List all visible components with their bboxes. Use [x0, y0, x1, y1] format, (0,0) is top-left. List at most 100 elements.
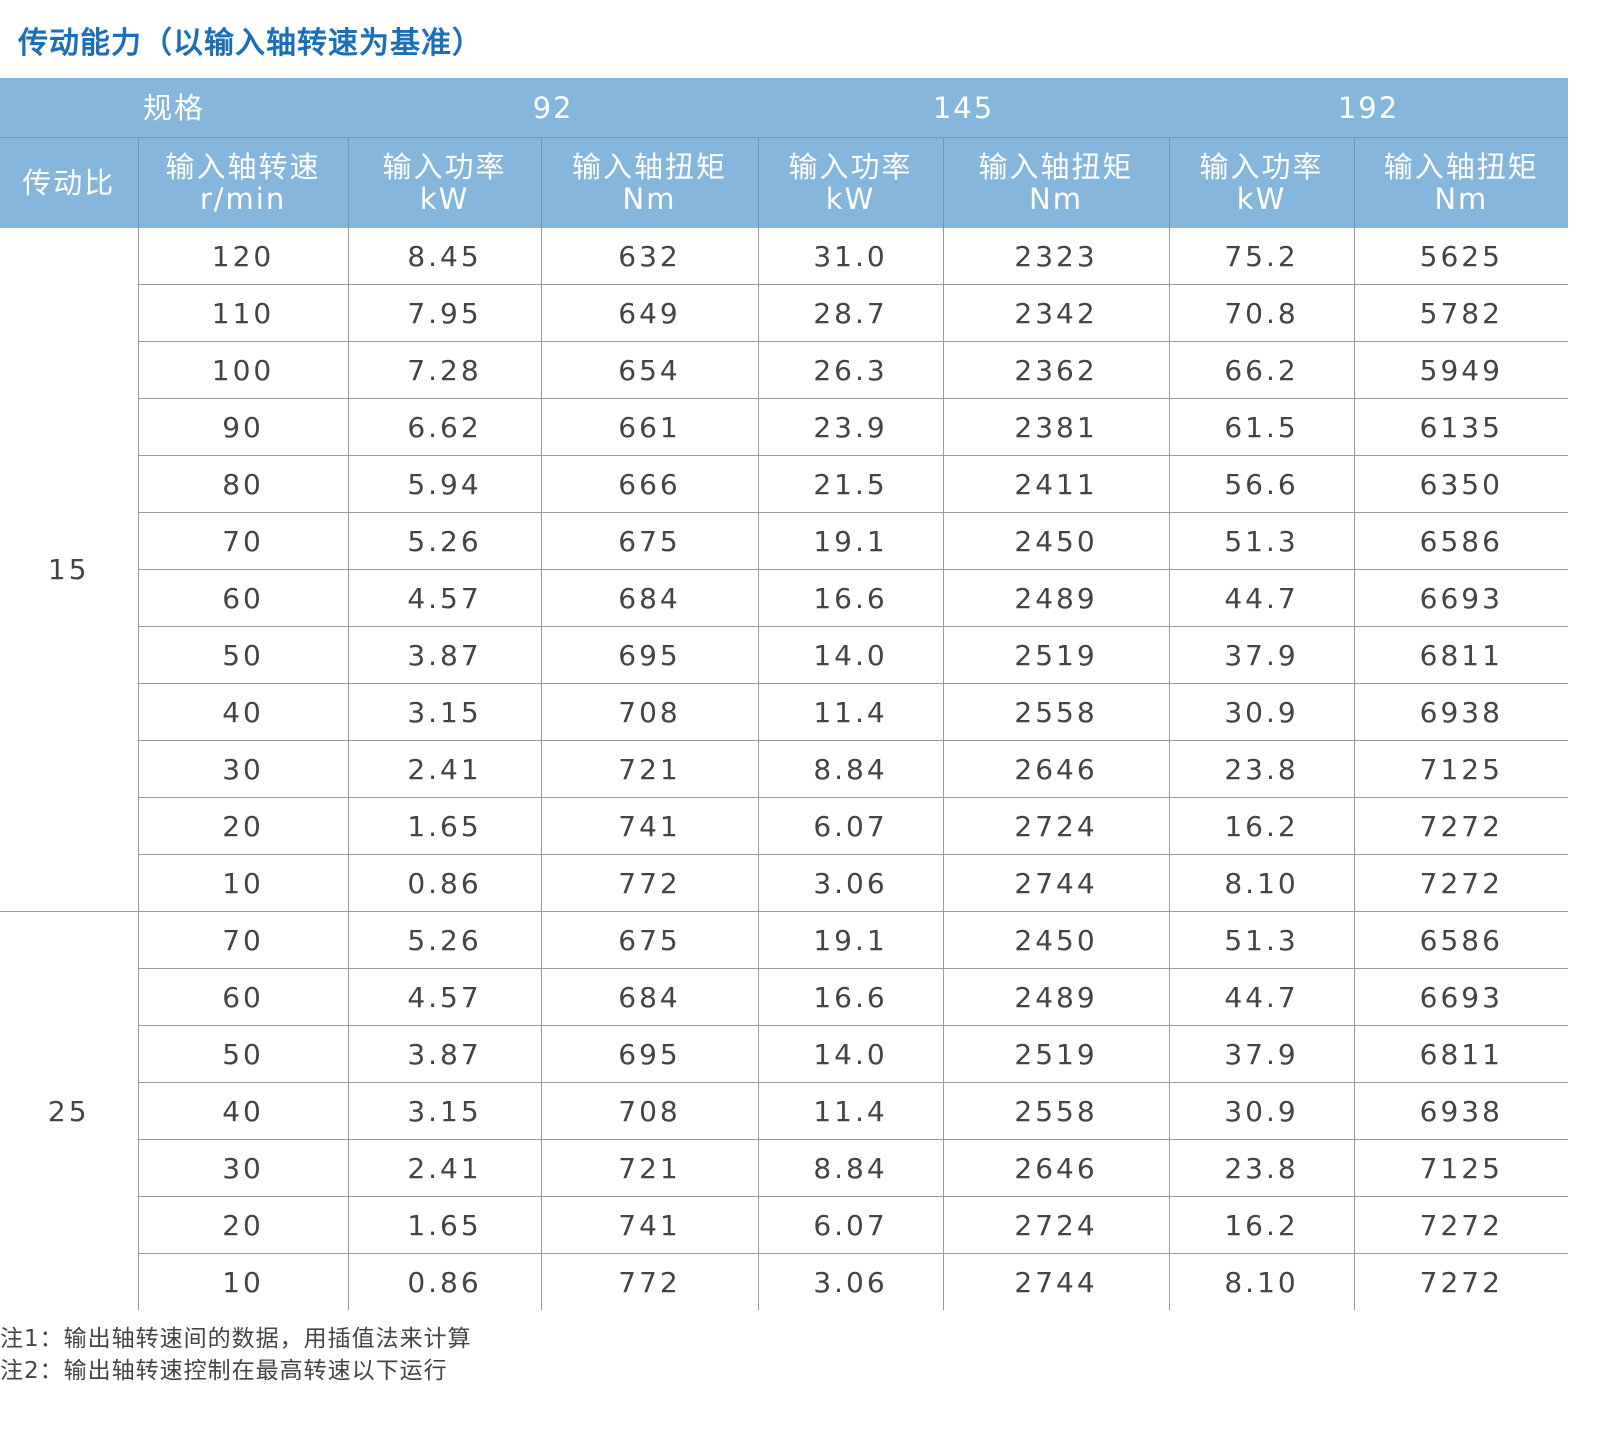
table-row: 70 5.26 675 19.1 2450 51.3 6586: [0, 512, 1569, 570]
table-cell: 7272: [1353, 1253, 1569, 1310]
table-cell: 6350: [1353, 455, 1569, 513]
table-cell: 675: [540, 911, 759, 969]
table-cell: 1.65: [347, 1196, 542, 1254]
table-cell: 695: [540, 1025, 759, 1083]
table-cell: 10: [137, 1253, 349, 1310]
table-cell: 60: [137, 569, 349, 627]
table-cell: 2.41: [347, 1139, 542, 1197]
table-cell: 40: [137, 1082, 349, 1140]
table-cell: 70: [137, 911, 349, 969]
table-cell: 2323: [942, 228, 1170, 285]
table-cell: 3.06: [757, 854, 944, 912]
table-cell: 44.7: [1168, 569, 1355, 627]
page-title: 传动能力（以输入轴转速为基准）: [18, 26, 483, 61]
table-cell: 4.57: [347, 569, 542, 627]
table-cell: 675: [540, 512, 759, 570]
table-cell: 6938: [1353, 1082, 1569, 1140]
table-cell: 6938: [1353, 683, 1569, 741]
table-cell: 4.57: [347, 968, 542, 1026]
table-cell: 16.6: [757, 968, 944, 1026]
table-row: 50 3.87 695 14.0 2519 37.9 6811: [0, 626, 1569, 684]
table-cell: 23.9: [757, 398, 944, 456]
table-cell: 23.8: [1168, 740, 1355, 798]
table-cell: 2362: [942, 341, 1170, 399]
table-cell: 30: [137, 740, 349, 798]
table-cell: 721: [540, 740, 759, 798]
table-cell: 6135: [1353, 398, 1569, 456]
speed-header: 输入轴转速 r/min: [137, 137, 349, 228]
table-cell: 0.86: [347, 854, 542, 912]
table-cell: 37.9: [1168, 626, 1355, 684]
table-cell: 66.2: [1168, 341, 1355, 399]
table-cell: 16.6: [757, 569, 944, 627]
table-cell: 3.15: [347, 1082, 542, 1140]
table-cell: 90: [137, 398, 349, 456]
table-cell: 61.5: [1168, 398, 1355, 456]
table-cell: 11.4: [757, 1082, 944, 1140]
table-cell: 26.3: [757, 341, 944, 399]
table-cell: 75.2: [1168, 228, 1355, 285]
table-row: 90 6.62 661 23.9 2381 61.5 6135: [0, 398, 1569, 456]
ratio-cell: 25: [0, 911, 138, 1310]
table-row: 40 3.15 708 11.4 2558 30.9 6938: [0, 683, 1569, 741]
table-cell: 772: [540, 854, 759, 912]
table-row: 20 1.65 741 6.07 2724 16.2 7272: [0, 797, 1569, 855]
model-192: 192: [1169, 78, 1569, 138]
table-row: 10 0.86 772 3.06 2744 8.10 7272: [0, 854, 1569, 912]
table-cell: 684: [540, 968, 759, 1026]
table-cell: 3.87: [347, 626, 542, 684]
table-cell: 6.07: [757, 1196, 944, 1254]
table-cell: 2.41: [347, 740, 542, 798]
table-cell: 708: [540, 1082, 759, 1140]
table-row: 50 3.87 695 14.0 2519 37.9 6811: [0, 1025, 1569, 1083]
table-cell: 6693: [1353, 968, 1569, 1026]
ratio-cell: 15: [47, 553, 90, 586]
table-cell: 2724: [942, 1196, 1170, 1254]
table-cell: 8.84: [757, 1139, 944, 1197]
table-cell: 5.26: [347, 512, 542, 570]
table-row: 80 5.94 666 21.5 2411 56.6 6350: [0, 455, 1569, 513]
table-cell: 5782: [1353, 284, 1569, 342]
table-cell: 6811: [1353, 626, 1569, 684]
table-cell: 44.7: [1168, 968, 1355, 1026]
table-cell: 7125: [1353, 1139, 1569, 1197]
table-cell: 5949: [1353, 341, 1569, 399]
table-cell: 23.8: [1168, 1139, 1355, 1197]
table-cell: 16.2: [1168, 1196, 1355, 1254]
model-145: 145: [758, 78, 1170, 138]
table-cell: 2411: [942, 455, 1170, 513]
model-92: 92: [348, 78, 759, 138]
table-cell: 7125: [1353, 740, 1569, 798]
table-cell: 14.0: [757, 1025, 944, 1083]
table-cell: 2519: [942, 626, 1170, 684]
table-cell: 120: [137, 228, 349, 285]
header-row-columns: 传动比 输入轴转速 r/min 输入功率 kW 输入轴扭矩 Nm 输入功率 kW 输入轴…: [0, 137, 1569, 228]
table-cell: 7272: [1353, 1196, 1569, 1254]
table-cell: 50: [137, 626, 349, 684]
table-cell: 2646: [942, 740, 1170, 798]
table-cell: 30: [137, 1139, 349, 1197]
table-cell: 80: [137, 455, 349, 513]
table-cell: 6693: [1353, 569, 1569, 627]
table-cell: 741: [540, 1196, 759, 1254]
table-cell: 70: [137, 512, 349, 570]
table-cell: 661: [540, 398, 759, 456]
table-cell: 7.28: [347, 341, 542, 399]
table-cell: 2342: [942, 284, 1170, 342]
table-cell: 8.45: [347, 228, 542, 285]
table-cell: 6.62: [347, 398, 542, 456]
table-cell: 7272: [1353, 797, 1569, 855]
table-cell: 40: [137, 683, 349, 741]
table-cell: 31.0: [757, 228, 944, 285]
table-cell: 654: [540, 341, 759, 399]
notes: 注1：输出轴转速间的数据，用插值法来计算 注2：输出轴转速控制在最高转速以下运行: [0, 1323, 472, 1387]
table-cell: 708: [540, 683, 759, 741]
table-row: 15 120 8.45 632 31.0 2323 75.2 5625: [0, 228, 1569, 586]
table-cell: 7.95: [347, 284, 542, 342]
torque-header-92: 输入轴扭矩 Nm: [540, 137, 759, 228]
table-row: 40 3.15 708 11.4 2558 30.9 6938: [0, 1082, 1569, 1140]
table-cell: 20: [137, 1196, 349, 1254]
table-cell: 50: [137, 1025, 349, 1083]
table-cell: 60: [137, 968, 349, 1026]
table-row: 20 1.65 741 6.07 2724 16.2 7272: [0, 1196, 1569, 1254]
